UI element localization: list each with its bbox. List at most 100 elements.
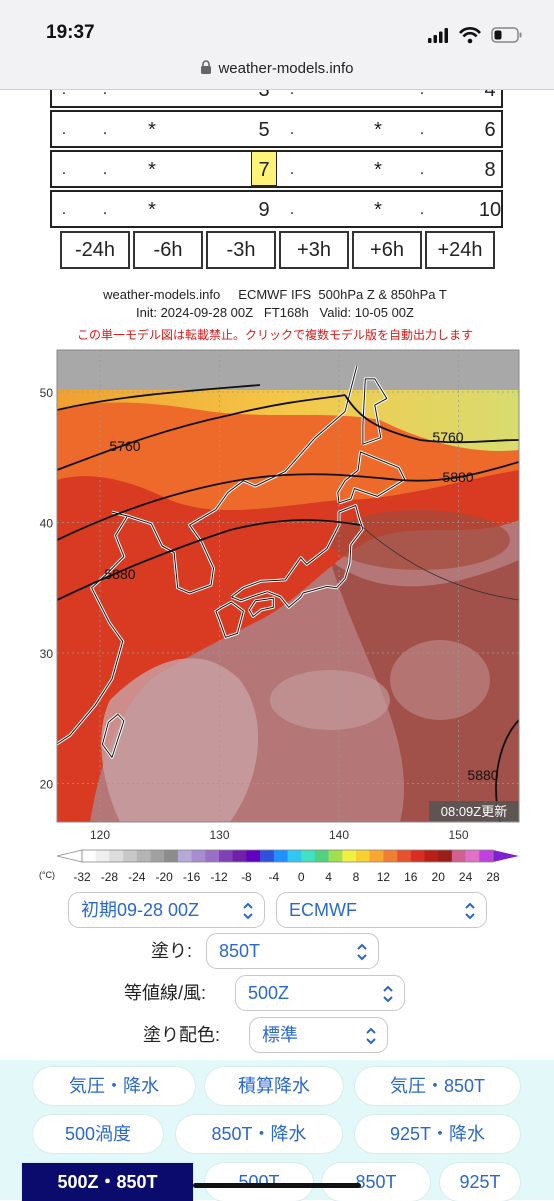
colorbar-swatch [260, 850, 275, 862]
grid-marker: . [419, 121, 425, 138]
colorbar-label: -24 [128, 870, 146, 882]
url-bar[interactable]: weather-models.info [0, 60, 554, 77]
model-select[interactable]: ECMWF [276, 892, 487, 928]
grid-marker: . [289, 121, 295, 138]
map-header: Init: 2024-09-28 00Z FT168h Valid: 10-05… [136, 305, 414, 320]
height-contour [57, 519, 361, 601]
grid-marker: * [148, 199, 156, 221]
coastline [101, 713, 125, 758]
coastline [248, 597, 274, 617]
contour-label: 5760 [109, 438, 140, 454]
menu-button[interactable]: 850T・降水 [176, 1115, 342, 1153]
colorbar-swatch [205, 850, 220, 862]
colorbar-label: -12 [210, 870, 228, 882]
colorbar-swatch [273, 850, 288, 862]
colorbar-swatch [397, 850, 412, 862]
home-indicator [193, 1183, 361, 1188]
map-frame [56, 349, 520, 823]
colorbar-label: 12 [377, 870, 391, 882]
colorbar-unit: (°C) [39, 870, 55, 880]
grid-step[interactable]: 6 [484, 119, 496, 141]
contour-label: 等値線/風: [124, 983, 207, 1003]
model-value: ECMWF [289, 900, 357, 920]
updated-badge: 08:09Z更新 [441, 804, 507, 819]
coastlines [57, 365, 519, 822]
map-panel[interactable]: weather-models.info ECMWF IFS 500hPa Z &… [30, 280, 524, 884]
grid-step[interactable]: 3 [258, 79, 270, 101]
colorbar-label: -16 [183, 870, 201, 882]
colorbar-label: 0 [298, 870, 305, 882]
colorbar-label: 4 [325, 870, 332, 882]
map-notice: この単一モデル図は転載禁止。クリックで複数モデル版を自動出力します [77, 327, 473, 342]
colorbar-swatch [342, 850, 357, 862]
lat-label: 50 [40, 386, 54, 400]
grid-step[interactable]: 4 [484, 79, 496, 101]
grid-marker: . [61, 121, 67, 138]
grid-step[interactable]: 9 [258, 199, 270, 221]
colorbar-label: 28 [486, 870, 500, 882]
time-button[interactable]: -6h [133, 231, 203, 269]
fill-value: 850T [219, 941, 261, 961]
grid-row: .. * 9. *. 10 [50, 190, 503, 228]
lon-label: 140 [329, 828, 349, 842]
grid-step[interactable]: 5 [258, 119, 270, 141]
grid-marker: * [148, 119, 156, 141]
grid-marker: . [419, 201, 425, 218]
grid-marker: * [148, 159, 156, 181]
grid-step[interactable]: 7 [251, 151, 277, 186]
lon-label: 130 [209, 828, 229, 842]
map-image[interactable]: weather-models.info ECMWF IFS 500hPa Z &… [30, 280, 524, 884]
lat-label: 30 [40, 647, 54, 661]
colorbar-swatch [314, 850, 329, 862]
colorbar-arrow [493, 850, 519, 862]
grid-marker: * [374, 79, 382, 101]
colorbar-swatch [301, 850, 316, 862]
height-contour [57, 461, 519, 541]
menu-button[interactable]: 850T [322, 1163, 430, 1201]
colorbar-label: -8 [241, 870, 252, 882]
grid-row: .. * 5. *. 6 [50, 110, 503, 148]
contour-label: 5880 [104, 566, 135, 582]
menu-button[interactable]: 積算降水 [205, 1067, 343, 1105]
contour-select[interactable]: 500Z [235, 975, 405, 1011]
init-select[interactable]: 初期09-28 00Z [68, 892, 265, 928]
grid-step[interactable]: 10 [478, 199, 502, 221]
status-time: 19:37 [46, 22, 95, 43]
colorbar-arrow [56, 849, 83, 863]
menu-button[interactable]: 500渦度 [33, 1115, 163, 1153]
grid-marker: . [289, 201, 295, 218]
coastline [57, 511, 128, 745]
chevron [383, 985, 393, 1003]
grid-marker: * [148, 79, 156, 101]
colorbar-swatch [383, 850, 398, 862]
menu-button[interactable]: 気圧・850T [355, 1067, 520, 1105]
colorbar-swatch [232, 850, 247, 862]
temperature-field [57, 350, 519, 822]
chevron [243, 902, 253, 920]
time-button[interactable]: +6h [352, 231, 422, 269]
time-button[interactable]: +3h [279, 231, 349, 269]
menu-button[interactable]: 気圧・降水 [33, 1067, 195, 1105]
time-button[interactable]: -3h [206, 231, 276, 269]
time-button[interactable]: -24h [60, 231, 130, 269]
chevron [366, 1027, 376, 1045]
grid-marker: . [61, 201, 67, 218]
time-button[interactable]: +24h [425, 231, 495, 269]
field-pale [270, 670, 390, 730]
menu-button[interactable]: 925T [440, 1163, 520, 1201]
fill-select[interactable]: 850T [206, 933, 379, 969]
grid-marker: . [419, 161, 425, 178]
height-contour [344, 394, 519, 444]
colorbar-swatch [136, 850, 151, 862]
menu-button-active[interactable]: 500Z・850T [22, 1163, 193, 1201]
grid-step[interactable]: 8 [484, 159, 496, 181]
colorbar-swatch [424, 850, 439, 862]
coastline [231, 505, 364, 608]
menu-button[interactable]: 925T・降水 [355, 1115, 520, 1153]
colorbar-label: 8 [353, 870, 360, 882]
height-contour [57, 384, 261, 411]
chevron [357, 943, 367, 961]
scheme-select[interactable]: 標準 [249, 1017, 388, 1053]
colorbar-swatch [246, 850, 261, 862]
menu-button[interactable]: 500T [205, 1163, 313, 1201]
